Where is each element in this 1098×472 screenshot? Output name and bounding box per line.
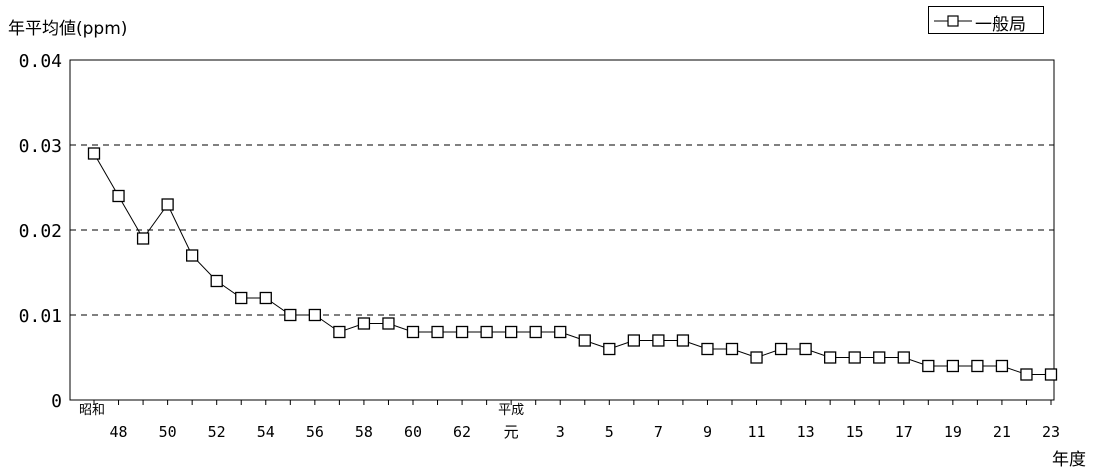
data-point bbox=[529, 325, 542, 339]
x-tick-label: 11 bbox=[748, 423, 766, 441]
y-tick-label: 0.02 bbox=[19, 221, 62, 242]
x-tick-label: 9 bbox=[703, 423, 712, 441]
x-tick-label: 21 bbox=[993, 423, 1011, 441]
data-point bbox=[922, 359, 935, 373]
data-point bbox=[897, 351, 910, 364]
data-point bbox=[406, 325, 420, 339]
data-point bbox=[186, 249, 199, 262]
data-point bbox=[971, 359, 984, 373]
x-tick-label: 50 bbox=[159, 423, 177, 441]
data-point bbox=[455, 325, 469, 339]
x-tick-label: 元 bbox=[504, 423, 519, 441]
data-point bbox=[235, 291, 248, 305]
data-point bbox=[357, 317, 371, 330]
x-tick-label: 54 bbox=[257, 423, 275, 441]
data-point bbox=[1044, 368, 1058, 381]
data-point bbox=[480, 325, 493, 339]
data-point bbox=[799, 342, 812, 356]
data-point bbox=[627, 334, 640, 347]
data-point bbox=[136, 232, 150, 245]
x-tick-label: 19 bbox=[944, 423, 962, 441]
x-tick-label: 13 bbox=[797, 423, 815, 441]
y-tick-label: 0 bbox=[51, 391, 62, 412]
data-point bbox=[308, 308, 321, 322]
series-line bbox=[93, 153, 1051, 375]
data-point bbox=[554, 325, 567, 339]
era-label-showa: 昭和 bbox=[79, 403, 105, 418]
data-point bbox=[774, 342, 788, 356]
data-point bbox=[505, 325, 518, 339]
y-tick-label: 0.01 bbox=[19, 306, 62, 327]
data-point bbox=[995, 359, 1009, 373]
y-tick-label: 0.04 bbox=[19, 51, 62, 72]
data-point bbox=[284, 308, 297, 322]
x-tick-label: 5 bbox=[605, 423, 614, 441]
data-point bbox=[112, 189, 125, 203]
x-tick-label: 7 bbox=[654, 423, 663, 441]
x-tick-label: 23 bbox=[1042, 423, 1060, 441]
data-point bbox=[87, 147, 101, 160]
x-tick-label: 58 bbox=[355, 423, 373, 441]
era-label-heisei: 平成 bbox=[498, 403, 524, 418]
data-point bbox=[946, 359, 959, 373]
data-point bbox=[259, 291, 272, 305]
data-point bbox=[701, 342, 714, 356]
legend-label: 一般局 bbox=[975, 15, 1026, 35]
x-tick-label: 62 bbox=[453, 423, 471, 441]
data-point bbox=[848, 351, 861, 364]
legend: 一般局 bbox=[928, 6, 1044, 35]
plot-frame bbox=[69, 59, 1055, 401]
data-point bbox=[431, 325, 444, 339]
data-point bbox=[210, 274, 223, 288]
data-point bbox=[676, 334, 690, 347]
y-tick-label: 0.03 bbox=[19, 136, 62, 157]
x-tick-label: 15 bbox=[846, 423, 864, 441]
data-point bbox=[750, 351, 763, 364]
x-tick-label: 48 bbox=[110, 423, 128, 441]
x-tick-label: 3 bbox=[556, 423, 565, 441]
data-point bbox=[1020, 368, 1033, 381]
data-point bbox=[578, 334, 591, 347]
x-tick-label: 60 bbox=[404, 423, 422, 441]
data-point bbox=[725, 342, 739, 356]
data-point bbox=[603, 342, 616, 356]
data-point bbox=[161, 198, 174, 211]
data-point bbox=[873, 351, 886, 364]
data-point bbox=[333, 325, 346, 339]
x-tick-label: 56 bbox=[306, 423, 324, 441]
data-point bbox=[824, 351, 837, 364]
data-point bbox=[652, 334, 665, 347]
data-point bbox=[382, 317, 395, 330]
x-axis-unit: 年度 bbox=[1052, 450, 1086, 470]
x-tick-label: 17 bbox=[895, 423, 913, 441]
y-axis-title: 年平均値(ppm) bbox=[8, 19, 128, 39]
legend-marker bbox=[934, 15, 972, 27]
x-tick-label: 52 bbox=[208, 423, 226, 441]
